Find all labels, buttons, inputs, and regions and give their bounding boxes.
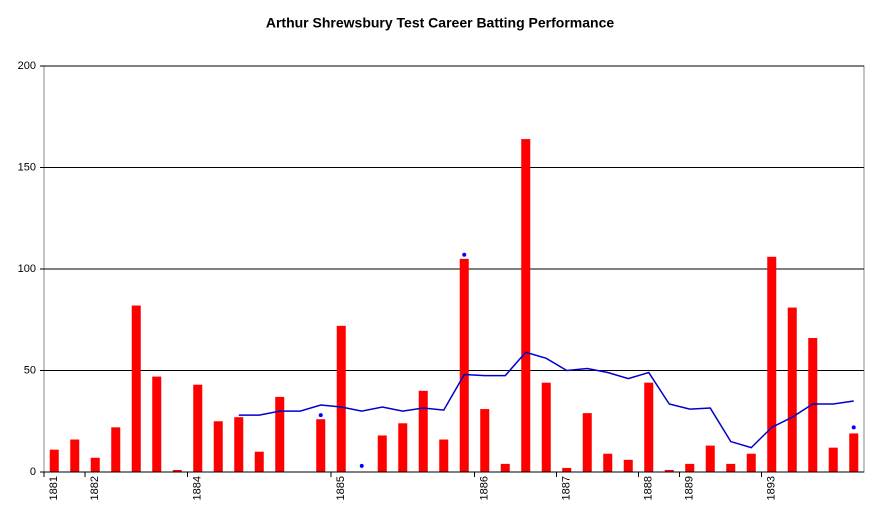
not-out-marker (851, 425, 856, 430)
x-tick-label: 1884 (192, 476, 204, 500)
bar (849, 433, 859, 472)
y-tick-label: 100 (18, 263, 36, 275)
bar (644, 382, 654, 472)
bar (439, 439, 449, 472)
bar (90, 457, 100, 472)
y-tick-label: 150 (18, 161, 36, 173)
x-tick-label: 1882 (89, 476, 101, 500)
bar (582, 413, 592, 472)
x-tick-label: 1888 (643, 476, 655, 500)
not-out-marker (462, 252, 467, 257)
bar (70, 439, 80, 472)
x-tick-label: 1893 (766, 476, 778, 500)
bar (828, 447, 838, 472)
bar (234, 417, 244, 472)
bar (746, 453, 756, 472)
bar (316, 419, 326, 472)
bar (480, 409, 490, 472)
bar (377, 435, 387, 472)
not-out-marker (359, 463, 364, 468)
bar (726, 463, 736, 472)
bar (808, 338, 818, 472)
bar (603, 453, 613, 472)
not-out-marker (318, 413, 323, 418)
y-tick-label: 50 (24, 364, 36, 376)
x-tick-label: 1881 (48, 476, 60, 500)
bar (336, 325, 346, 472)
bar (193, 384, 203, 472)
average-line (238, 351, 854, 449)
bar (398, 423, 408, 472)
bar (254, 451, 264, 472)
bar (685, 463, 695, 472)
bar (213, 421, 223, 472)
bar (623, 459, 633, 472)
bar (152, 376, 162, 472)
bar (767, 256, 777, 472)
bar (541, 382, 551, 472)
bar (172, 469, 182, 472)
bar (111, 427, 121, 472)
y-tick-label: 0 (30, 466, 36, 478)
bar (705, 445, 715, 472)
x-tick-label: 1887 (561, 476, 573, 500)
x-tick-label: 1885 (335, 476, 347, 500)
bar (664, 469, 674, 472)
bar (787, 307, 797, 472)
chart-title: Arthur Shrewsbury Test Career Batting Pe… (266, 15, 614, 31)
bar (275, 396, 285, 472)
y-tick-label: 200 (18, 60, 36, 72)
bar (562, 467, 572, 472)
bar (418, 390, 428, 472)
bar (459, 258, 469, 472)
bar (521, 139, 531, 472)
bar (49, 449, 59, 472)
x-tick-label: 1886 (479, 476, 491, 500)
x-tick-label: 1889 (684, 476, 696, 500)
bar (500, 463, 510, 472)
bar (131, 305, 141, 472)
